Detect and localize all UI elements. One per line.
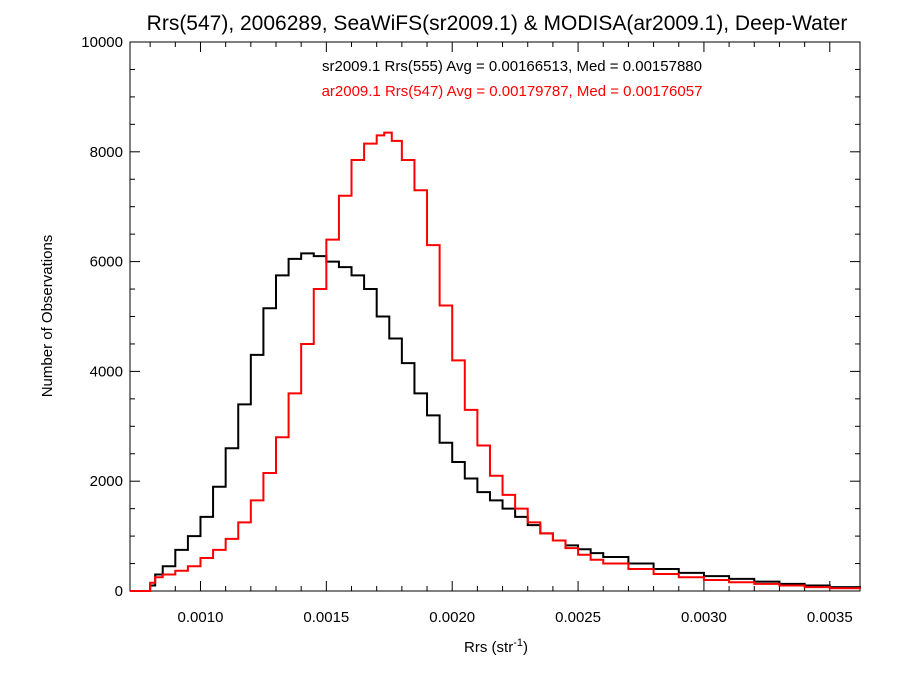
series-layer [130,131,861,592]
axis-ticks: 0.0010 0.0015 0.0020 0.0025 0.0030 0.0035 0 200… [81,34,860,626]
x-tick-label: 0.0015 [303,609,349,626]
y-tick-label: 0 [115,583,123,600]
legend-entry-ar2009: ar2009.1 Rrs(547) Avg = 0.00179787, Med … [322,83,703,100]
x-tick-label: 0.0030 [681,609,727,626]
x-tick-label: 0.0020 [429,609,475,626]
x-tick-label: 0.0025 [555,609,601,626]
y-tick-label: 10000 [81,34,123,51]
y-tick-label: 8000 [90,144,123,161]
y-tick-label: 4000 [90,363,123,380]
x-axis-label-sup: -1 [513,637,523,649]
legend-entry-sr2009: sr2009.1 Rrs(555) Avg = 0.00166513, Med … [322,58,702,75]
x-tick-label: 0.0035 [807,609,853,626]
y-tick-label: 2000 [90,473,123,490]
y-tick-label: 6000 [90,254,123,271]
y-axis-label: Number of Observations [39,235,56,398]
x-axis-label: Rrs (str-1) [464,637,528,656]
chart-title: Rrs(547), 2006289, SeaWiFS(sr2009.1) & M… [147,12,848,35]
series-sr2009-histogram [130,252,861,592]
x-tick-label: 0.0010 [178,609,224,626]
x-axis-label-close: ) [523,639,528,656]
series-ar2009-histogram [130,131,861,592]
x-axis-label-main: Rrs (str [464,639,513,656]
plot-frame [129,41,861,592]
